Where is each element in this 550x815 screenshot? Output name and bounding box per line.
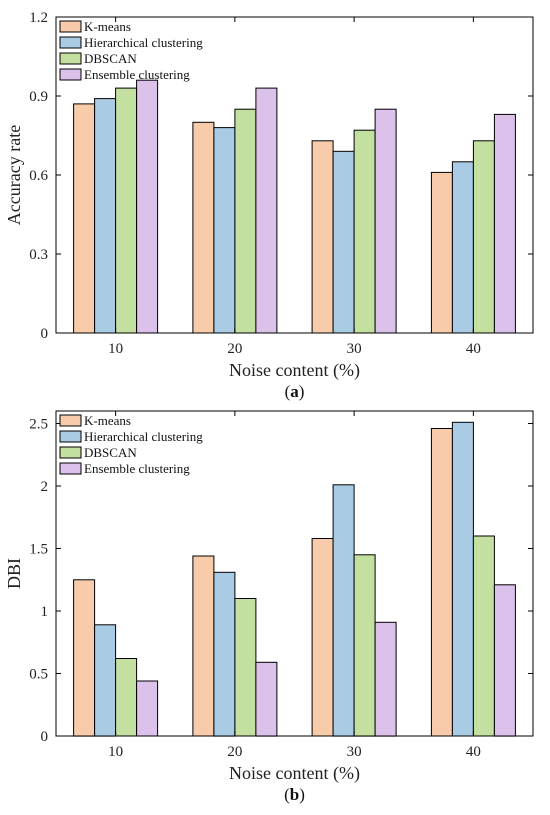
y-tick-label: 1.5 — [29, 542, 48, 558]
bar — [451, 421, 474, 737]
bar — [472, 140, 495, 334]
bar — [374, 621, 397, 737]
x-tick-label: 30 — [347, 744, 362, 760]
y-tick-label: 2.5 — [29, 417, 48, 433]
bar — [192, 555, 215, 737]
bar — [353, 129, 376, 334]
bar — [115, 87, 138, 334]
bar — [332, 150, 355, 334]
x-tick-label: 40 — [466, 341, 481, 357]
bar — [213, 571, 236, 737]
bar — [94, 624, 117, 737]
bar — [332, 484, 355, 737]
legend-label: Ensemble clustering — [84, 461, 190, 476]
legend-label: Hierarchical clustering — [84, 429, 203, 444]
x-axis-title: Noise content (%) — [229, 763, 360, 784]
x-axis-title: Noise content (%) — [229, 360, 360, 381]
bar — [472, 535, 495, 737]
legend-label: Ensemble clustering — [84, 67, 190, 82]
bar — [136, 680, 159, 737]
bar — [73, 579, 96, 737]
y-tick-label: 0 — [41, 729, 49, 745]
plot-frame — [55, 410, 534, 737]
legend-swatch — [59, 20, 82, 33]
y-tick-label: 0.6 — [29, 168, 48, 184]
bar — [136, 79, 159, 334]
bar — [255, 87, 278, 334]
bar — [493, 113, 516, 334]
legend-label: K-means — [84, 413, 131, 428]
bar — [451, 161, 474, 334]
y-tick-label: 0 — [41, 326, 49, 342]
bar — [493, 584, 516, 737]
bar — [311, 538, 334, 737]
caption-part: ( — [284, 785, 290, 804]
legend-label: K-means — [84, 19, 131, 34]
legend-swatch — [59, 414, 82, 427]
bar — [374, 108, 397, 334]
y-axis-title: DBI — [4, 558, 24, 589]
chart-panel-a: 0 0.3 0.6 0.9 1.2 10 20 30 40 Noise content (%) Ac… — [4, 10, 534, 401]
caption-part: ) — [299, 785, 305, 804]
panel-caption: (b) — [284, 785, 305, 804]
bar — [255, 661, 278, 737]
legend-label: Hierarchical clustering — [84, 35, 203, 50]
x-tick-label: 30 — [347, 341, 362, 357]
y-tick-label: 0.9 — [29, 89, 48, 105]
bar — [430, 171, 453, 334]
bar — [430, 428, 453, 737]
legend-swatch — [59, 430, 82, 443]
bar — [234, 598, 257, 737]
legend-label: DBSCAN — [84, 51, 137, 66]
caption-part: a — [290, 382, 299, 401]
x-tick-label: 10 — [108, 744, 123, 760]
y-axis-title: Accuracy rate — [4, 125, 24, 225]
panel-caption: (a) — [285, 382, 305, 401]
bar — [192, 121, 215, 334]
x-tick-label: 20 — [227, 341, 242, 357]
caption-part: ) — [299, 382, 305, 401]
y-tick-label: 2 — [41, 479, 49, 495]
y-tick-label: 1.2 — [29, 10, 48, 26]
x-tick-label: 20 — [227, 744, 242, 760]
bar — [353, 554, 376, 737]
legend-label: DBSCAN — [84, 445, 137, 460]
y-tick-label: 0.5 — [29, 667, 48, 683]
x-tick-label: 10 — [108, 341, 123, 357]
legend-swatch — [59, 52, 82, 65]
bar — [213, 127, 236, 334]
legend-swatch — [59, 446, 82, 459]
bar — [115, 658, 138, 737]
caption-part: ( — [285, 382, 291, 401]
bar — [234, 108, 257, 334]
chart-panel-b: 0 0.5 1 1.5 2 2.5 10 20 30 40 Noise content (%) DBI… — [4, 410, 534, 804]
y-tick-label: 1 — [41, 604, 49, 620]
bar — [73, 103, 96, 334]
legend-swatch — [59, 36, 82, 49]
y-tick-label: 0.3 — [29, 247, 48, 263]
bar — [94, 98, 117, 334]
caption-part: b — [290, 785, 299, 804]
x-tick-label: 40 — [466, 744, 481, 760]
legend-swatch — [59, 462, 82, 475]
legend-swatch — [59, 68, 82, 81]
bar — [311, 140, 334, 334]
